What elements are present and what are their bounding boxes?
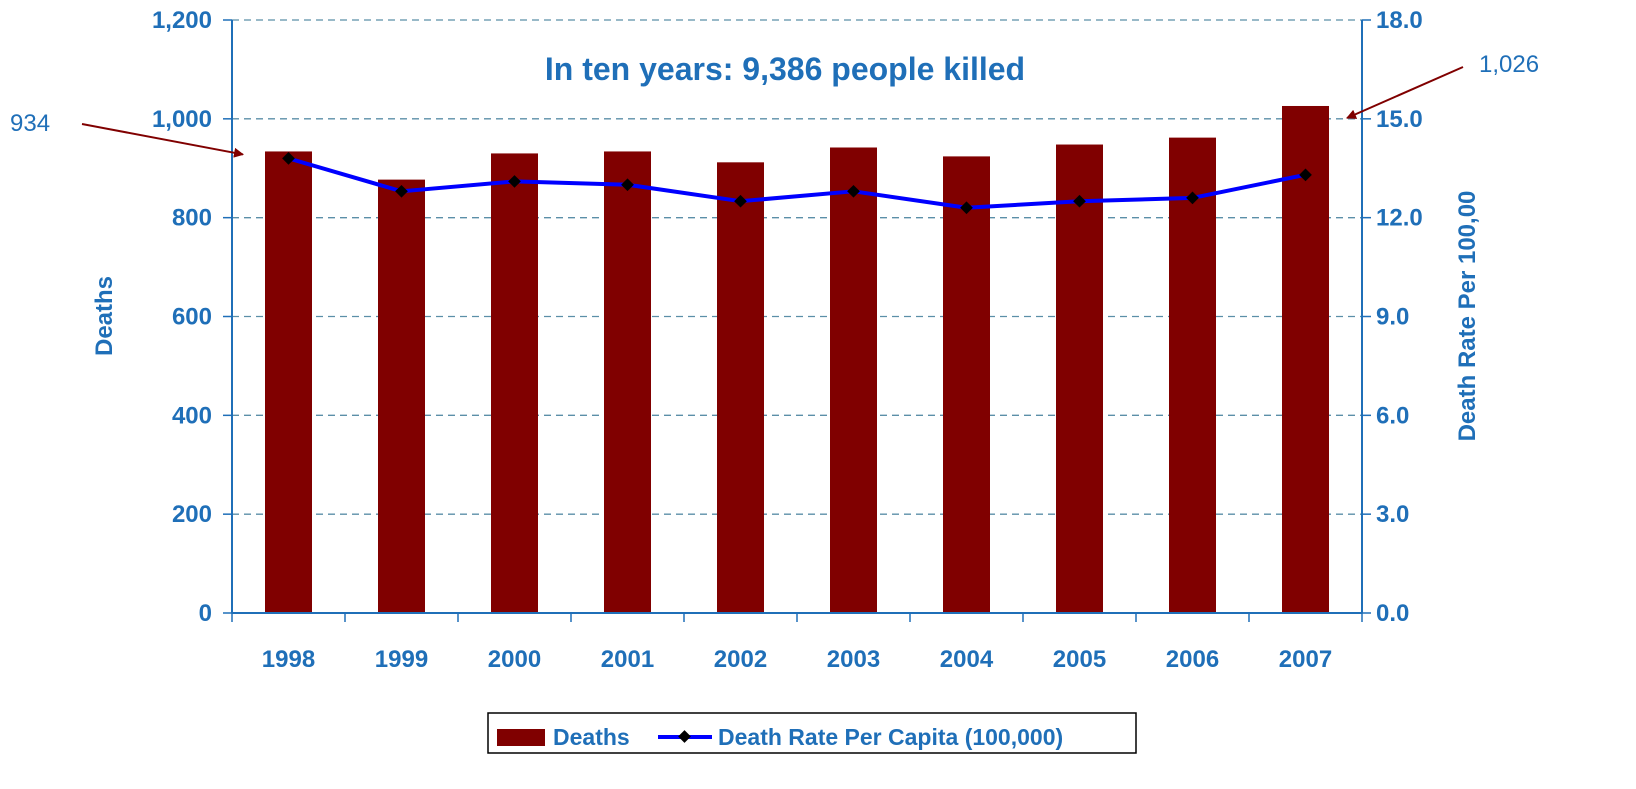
- bar: [1282, 105, 1329, 614]
- y-left-tick-label: 1,200: [152, 7, 212, 34]
- x-tick-label: 2000: [488, 646, 541, 673]
- y-left-tick-label: 600: [172, 304, 212, 331]
- chart-annotation: In ten years: 9,386 people killed: [545, 51, 1025, 87]
- data-point-marker: [282, 152, 295, 165]
- bar: [491, 153, 538, 614]
- bar: [830, 147, 877, 613]
- y-right-tick-label: 9.0: [1376, 304, 1409, 331]
- callout-label: 1,026: [1479, 51, 1539, 78]
- bar: [604, 151, 651, 613]
- callout-arrow: [81, 123, 244, 158]
- bar: [943, 156, 990, 613]
- y-right-tick-label: 3.0: [1376, 501, 1409, 528]
- y-right-tick-label: 18.0: [1376, 7, 1423, 34]
- callouts: 934 1,026: [10, 51, 1539, 158]
- axes: [223, 19, 1371, 622]
- x-tick-label: 1998: [262, 646, 315, 673]
- x-tick-label: 2004: [940, 646, 994, 673]
- x-tick-label: 1999: [375, 646, 428, 673]
- tick-labels: 0 0.0 200 3.0 400 6.0 600 9.0 800 12.0 1,000 15.0 1,…: [152, 7, 1423, 673]
- y-axis-left-title: Deaths: [91, 276, 118, 356]
- legend-frame: [487, 712, 1137, 754]
- bar: [265, 151, 312, 613]
- bar: [717, 162, 764, 613]
- y-left-tick-label: 800: [172, 205, 212, 232]
- legend-label-deaths: Deaths: [553, 724, 630, 750]
- bar: [1169, 137, 1216, 613]
- y-left-tick-label: 400: [172, 402, 212, 429]
- callout-arrow: [1346, 66, 1464, 119]
- legend-label-death-rate: Death Rate Per Capita (100,000): [718, 724, 1063, 750]
- data-point-marker: [395, 184, 408, 198]
- x-tick-label: 2003: [827, 646, 880, 673]
- y-axis-right-title: Death Rate Per 100,00: [1454, 191, 1481, 442]
- y-right-tick-label: 0.0: [1376, 600, 1409, 627]
- x-tick-label: 2005: [1053, 646, 1106, 673]
- x-tick-label: 2002: [714, 646, 767, 673]
- y-left-tick-label: 1,000: [152, 106, 212, 133]
- legend-swatch-deaths: [497, 729, 545, 746]
- y-right-tick-label: 12.0: [1376, 205, 1423, 232]
- x-tick-label: 2006: [1166, 646, 1219, 673]
- bar: [1056, 144, 1103, 613]
- x-tick-label: 2001: [601, 646, 654, 673]
- line-series-death-rate: [282, 152, 1312, 215]
- callout-label: 934: [10, 110, 50, 137]
- y-right-tick-label: 6.0: [1376, 402, 1409, 429]
- y-right-tick-label: 15.0: [1376, 106, 1423, 133]
- death-rate-line: [287, 156, 1306, 210]
- bar-series-deaths: [265, 105, 1329, 614]
- y-left-tick-label: 0: [199, 600, 212, 627]
- x-tick-label: 2007: [1279, 646, 1332, 673]
- bar: [378, 179, 425, 613]
- y-left-tick-label: 200: [172, 501, 212, 528]
- legend: Deaths Death Rate Per Capita (100,000): [487, 712, 1137, 754]
